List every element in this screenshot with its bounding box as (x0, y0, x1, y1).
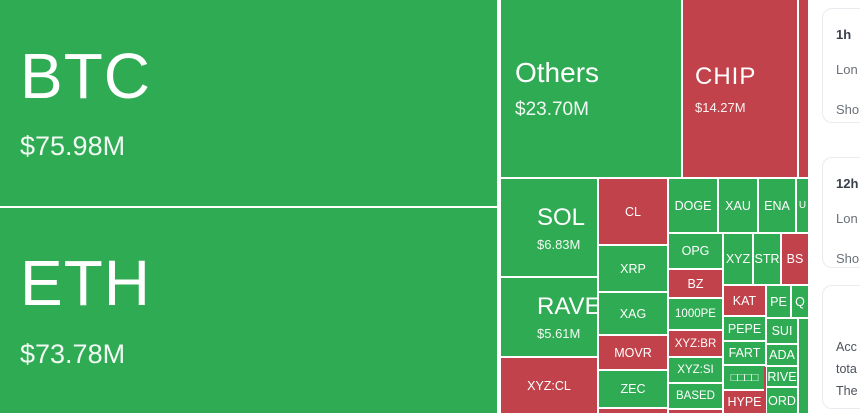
treemap-cell-str[interactable]: STR (754, 234, 780, 284)
cell-symbol: ZEC (620, 382, 646, 396)
cell-value: $23.70M (515, 98, 589, 120)
timeframe-card-12h[interactable]: 12h Lon Sho (822, 157, 860, 268)
cell-symbol: BZ (687, 276, 704, 291)
treemap-cell-xyz-br[interactable]: XYZ:BR (669, 331, 722, 356)
cell-symbol: FART (728, 346, 761, 360)
treemap-cell-others[interactable]: Others $23.70M (501, 0, 681, 177)
short-label: Sho (836, 251, 860, 266)
cell-symbol: KAT (732, 293, 757, 308)
treemap-cell-sui[interactable]: SUI (767, 319, 797, 343)
cell-symbol: Q (795, 294, 805, 309)
cell-value: $14.27M (695, 99, 746, 115)
cell-symbol: CHIP (695, 62, 757, 90)
cell-symbol: ETH (20, 247, 151, 320)
treemap-cell-xyz-cl[interactable]: XYZ:CL (501, 358, 597, 413)
cell-value: $5.61M (537, 326, 581, 341)
short-label: Sho (836, 102, 860, 117)
treemap-cell-q[interactable]: Q (792, 286, 808, 317)
treemap-cell-cl[interactable]: CL (599, 179, 667, 244)
treemap-cell-pepe[interactable]: PEPE (724, 317, 765, 340)
cell-symbol: XRP (620, 261, 646, 276)
treemap-cell-xyz[interactable]: XYZ (724, 234, 752, 284)
treemap-cell--[interactable]: □□□□ (724, 366, 765, 389)
treemap-cell-zec[interactable]: ZEC (599, 371, 667, 407)
note-card: Acc tota The (822, 285, 860, 409)
treemap-cell-ena[interactable]: ENA (759, 179, 795, 232)
treemap-cell-movr[interactable]: MOVR (599, 336, 667, 369)
treemap-cell-xag[interactable]: XAG (599, 293, 667, 334)
treemap-cell-kat[interactable]: KAT (724, 286, 765, 315)
treemap-cell-pe[interactable]: PE (767, 286, 790, 317)
treemap-cell-xyz-si[interactable]: XYZ:SI (669, 358, 722, 382)
treemap-cell-doge[interactable]: DOGE (669, 179, 717, 232)
treemap-cell-1000pe[interactable]: 1000PE (669, 299, 722, 329)
cell-symbol: XYZ:BR (674, 337, 717, 350)
long-label: Lon (836, 211, 858, 226)
cell-symbol: XYZ (725, 252, 751, 266)
treemap-cell-ada[interactable]: ADA (767, 345, 797, 365)
cell-value: $73.78M (20, 338, 126, 369)
cell-symbol: OPG (681, 244, 710, 258)
cell-symbol: ADA (769, 348, 795, 362)
treemap-cell-ord[interactable]: ORD (767, 388, 797, 413)
cell-value: $75.98M (20, 131, 126, 162)
treemap-cell-xrp[interactable]: XRP (599, 246, 667, 291)
cell-symbol: ENA (764, 198, 790, 213)
treemap-cell-xau[interactable]: XAU (719, 179, 757, 232)
treemap-cell-sliver[interactable] (669, 410, 722, 413)
timeframe-card-1h[interactable]: 1h Lon Sho (822, 8, 860, 123)
treemap-cell-eth[interactable]: ETH $73.78M (0, 208, 497, 413)
treemap-cell-based[interactable]: BASED (669, 384, 722, 408)
cell-symbol: MOVR (614, 345, 652, 360)
treemap-cell-bz[interactable]: BZ (669, 270, 722, 297)
cell-symbol: DOGE (674, 198, 712, 213)
cell-value: $6.83M (537, 236, 581, 252)
cell-symbol: 1000PE (675, 308, 716, 320)
cell-symbol: BASED (676, 390, 715, 402)
note-line: The (836, 384, 858, 398)
cell-symbol: XYZ:CL (527, 378, 571, 393)
cell-symbol: □□□□ (730, 371, 759, 384)
treemap-cell-sliver[interactable] (599, 409, 667, 413)
cell-symbol: RAVE (537, 293, 597, 320)
cell-symbol: BS (786, 252, 804, 266)
cell-symbol: CL (625, 204, 641, 219)
cell-symbol: BTC (20, 39, 151, 112)
treemap-cell-fart[interactable]: FART (724, 342, 765, 364)
treemap-cell-btc[interactable]: BTC $75.98M (0, 0, 497, 206)
treemap-cell-sliver[interactable] (799, 319, 808, 413)
cell-symbol: XYZ:SI (677, 364, 714, 376)
note-line: Acc (836, 340, 857, 354)
treemap-cell-u[interactable]: U (797, 179, 808, 232)
timeframe-title: 12h (836, 176, 859, 191)
treemap: BTC $75.98M ETH $73.78M Others $23.70M CHIP $14… (0, 0, 810, 413)
cell-symbol: PE (770, 294, 787, 309)
timeframe-title: 1h (836, 27, 852, 42)
cell-symbol: SOL (537, 203, 586, 231)
cell-symbol: PEPE (727, 321, 762, 336)
cell-symbol: RIVE (767, 369, 797, 384)
long-label: Lon (836, 62, 858, 77)
treemap-cell-sol[interactable]: SOL $6.83M (501, 179, 597, 276)
cell-symbol: SUI (771, 324, 793, 338)
cell-symbol: XAU (725, 198, 751, 213)
treemap-cell-sliver[interactable] (799, 0, 808, 177)
treemap-cell-sliver[interactable] (764, 367, 766, 413)
cell-symbol: ORD (768, 393, 796, 408)
note-line: tota (836, 362, 857, 376)
cell-symbol: XAG (619, 306, 647, 321)
cell-symbol: STR (754, 252, 780, 266)
cell-symbol: U (798, 200, 807, 211)
treemap-cell-rive[interactable]: RIVE (767, 367, 797, 386)
treemap-cell-chip[interactable]: CHIP $14.27M (683, 0, 797, 177)
treemap-cell-opg[interactable]: OPG (669, 234, 722, 268)
treemap-cell-hype[interactable]: HYPE (724, 391, 765, 413)
cell-symbol: Others (515, 56, 600, 88)
treemap-cell-rave[interactable]: RAVE $5.61M (501, 278, 597, 356)
treemap-cell-bs[interactable]: BS (782, 234, 808, 284)
cell-symbol: HYPE (727, 395, 762, 409)
